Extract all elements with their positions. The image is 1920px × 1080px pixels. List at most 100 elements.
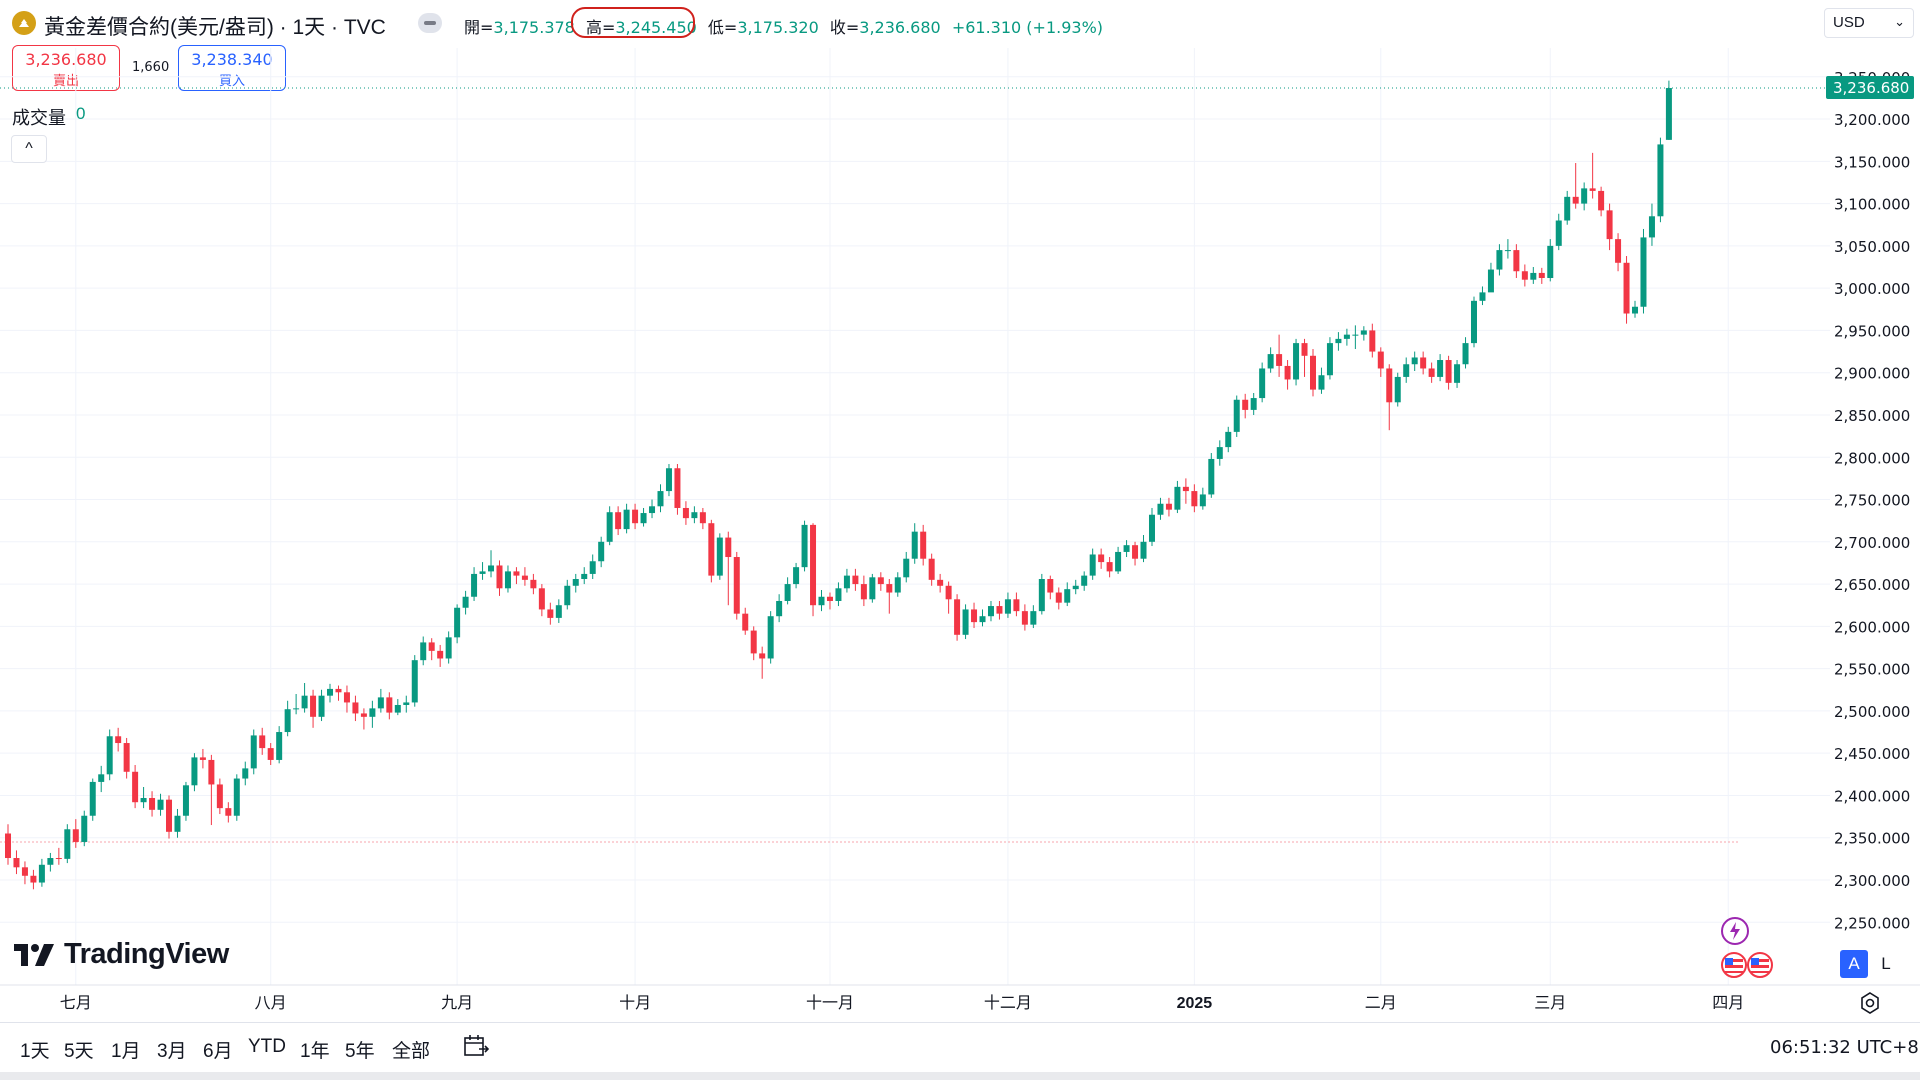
candle-body bbox=[649, 506, 656, 514]
candle bbox=[1547, 239, 1554, 282]
range-button[interactable]: YTD bbox=[248, 1036, 286, 1057]
candle bbox=[454, 604, 461, 644]
candle bbox=[106, 729, 113, 781]
candle-body bbox=[1301, 343, 1308, 356]
candle bbox=[335, 685, 342, 701]
range-button[interactable]: 5天 bbox=[64, 1041, 94, 1062]
range-button[interactable]: 1月 bbox=[111, 1041, 141, 1062]
candle-body bbox=[21, 867, 28, 876]
utc-clock[interactable]: 06:51:32 UTC+8 bbox=[1770, 1037, 1919, 1058]
us-events-icon[interactable] bbox=[1720, 950, 1784, 980]
candle bbox=[1309, 349, 1316, 397]
range-button[interactable]: 6月 bbox=[203, 1041, 233, 1062]
candle-body bbox=[1225, 431, 1232, 448]
candle-body bbox=[471, 573, 478, 597]
candle bbox=[572, 573, 579, 593]
candle-body bbox=[547, 609, 554, 618]
candle-body bbox=[1572, 196, 1579, 204]
candle bbox=[140, 786, 147, 809]
candle-body bbox=[1038, 579, 1045, 612]
sell-price: 3,236.680 bbox=[25, 50, 107, 69]
candle-body bbox=[1632, 306, 1639, 314]
candle bbox=[1589, 152, 1596, 199]
candle-body bbox=[1208, 458, 1215, 495]
price-chart[interactable]: 3,300.0003,250.0003,200.0003,150.0003,10… bbox=[0, 48, 1920, 1023]
candle bbox=[1115, 546, 1122, 574]
candle-body bbox=[428, 642, 435, 651]
volume-collapse-button[interactable]: ^ bbox=[11, 135, 47, 163]
range-button[interactable]: 5年 bbox=[345, 1041, 375, 1062]
candle-body bbox=[954, 599, 961, 635]
candle-body bbox=[767, 616, 774, 659]
candle bbox=[64, 824, 71, 864]
candle bbox=[555, 599, 562, 623]
candle bbox=[1038, 573, 1045, 615]
candle-body bbox=[1530, 272, 1537, 280]
candle-body bbox=[1242, 399, 1249, 410]
candle-body bbox=[911, 531, 918, 559]
candle bbox=[1394, 372, 1401, 407]
sell-button[interactable]: 3,236.680 賣出 bbox=[12, 45, 120, 91]
range-button[interactable]: 全部 bbox=[392, 1041, 431, 1062]
candle bbox=[826, 592, 833, 610]
candle-body bbox=[920, 531, 927, 559]
price-axis-tick: 2,950.000 bbox=[1834, 322, 1910, 340]
bottom-strip bbox=[0, 1072, 1920, 1080]
candle-body bbox=[1148, 514, 1155, 542]
range-button[interactable]: 1年 bbox=[300, 1041, 330, 1062]
candle bbox=[954, 594, 961, 641]
settings-icon[interactable] bbox=[1857, 990, 1883, 1016]
candle-body bbox=[615, 512, 622, 530]
candle bbox=[869, 573, 876, 603]
buy-button[interactable]: 3,238.340 買入 bbox=[178, 45, 286, 91]
calendar-goto-icon[interactable] bbox=[462, 1032, 490, 1060]
collapse-legend-button[interactable] bbox=[418, 13, 442, 33]
time-axis-tick: 十二月 bbox=[984, 994, 1032, 1012]
currency-select[interactable]: USD ⌄ bbox=[1824, 8, 1914, 38]
candle-body bbox=[352, 702, 359, 714]
tradingview-logo[interactable]: TradingView bbox=[14, 938, 229, 971]
time-axis-tick: 十一月 bbox=[806, 994, 854, 1012]
candle-body bbox=[38, 864, 45, 883]
candle bbox=[657, 484, 664, 513]
range-button[interactable]: 3月 bbox=[157, 1041, 187, 1062]
candle bbox=[437, 644, 444, 667]
candle-body bbox=[284, 709, 291, 733]
candle-body bbox=[1326, 343, 1333, 376]
candle bbox=[1335, 332, 1342, 351]
time-axis[interactable]: 七月 八月 九月 十月 十一月 十二月 2025 二月 三月 四月 bbox=[60, 994, 1744, 1012]
time-axis-tick: 七月 bbox=[60, 994, 92, 1012]
candle-body bbox=[1640, 237, 1647, 307]
candle-body bbox=[1479, 292, 1486, 301]
candle bbox=[1174, 480, 1181, 514]
log-scale-button[interactable]: L bbox=[1881, 954, 1891, 973]
candle bbox=[445, 631, 452, 664]
candle bbox=[259, 727, 266, 755]
candle bbox=[1191, 484, 1198, 513]
candle bbox=[1581, 182, 1588, 211]
candle-body bbox=[1267, 354, 1274, 369]
price-axis-tick: 3,050.000 bbox=[1834, 238, 1910, 256]
candle bbox=[1623, 256, 1630, 324]
candle bbox=[716, 533, 723, 580]
candle bbox=[462, 590, 469, 615]
candle bbox=[581, 567, 588, 585]
candle bbox=[479, 562, 486, 580]
candle bbox=[174, 808, 181, 838]
candle bbox=[987, 600, 994, 622]
candle-body bbox=[1420, 357, 1427, 369]
candle-body bbox=[750, 630, 757, 654]
flash-news-icon[interactable] bbox=[1720, 916, 1750, 946]
candle bbox=[1106, 557, 1113, 578]
spread-value: 1,660 bbox=[132, 60, 170, 75]
auto-scale-button[interactable]: A bbox=[1840, 950, 1868, 978]
candle bbox=[1487, 262, 1494, 293]
candle bbox=[123, 737, 130, 779]
range-button[interactable]: 1天 bbox=[20, 1041, 50, 1062]
symbol-title[interactable]: 黃金差價合約(美元/盎司) · 1天 · TVC bbox=[44, 16, 386, 39]
candle-body bbox=[1606, 210, 1613, 240]
candle bbox=[1598, 186, 1605, 217]
candle bbox=[937, 573, 944, 593]
price-axis[interactable]: 3,300.0003,250.0003,200.0003,150.0003,10… bbox=[1834, 48, 1910, 933]
candle bbox=[411, 655, 418, 707]
